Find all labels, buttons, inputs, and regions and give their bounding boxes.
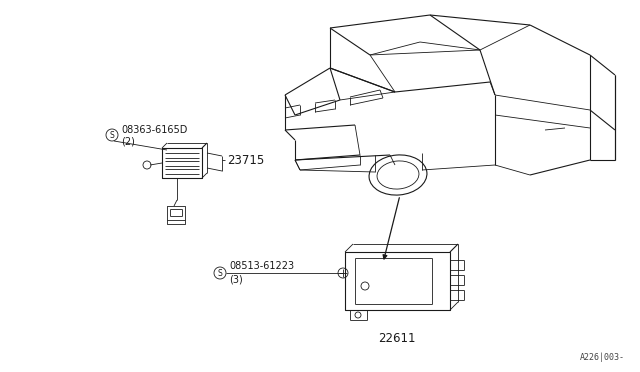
Text: S: S	[109, 131, 115, 140]
Text: 22611: 22611	[378, 332, 416, 345]
Text: S: S	[218, 269, 222, 278]
Text: (3): (3)	[229, 275, 243, 285]
Text: 08363-6165D: 08363-6165D	[121, 125, 188, 135]
Text: 08513-61223: 08513-61223	[229, 261, 294, 271]
Text: (2): (2)	[121, 137, 135, 147]
Text: 23715: 23715	[227, 154, 264, 167]
Text: A226│003-: A226│003-	[580, 353, 625, 362]
